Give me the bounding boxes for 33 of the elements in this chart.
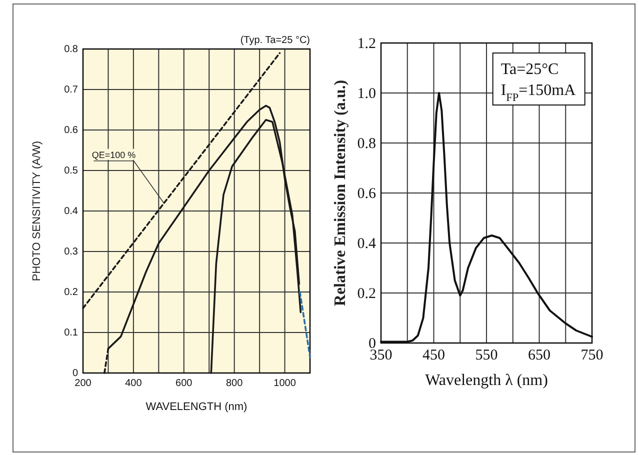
y-tick-label: 0.5	[64, 166, 78, 177]
y-tick-label: 0	[72, 368, 78, 380]
x-tick-label: 450	[422, 348, 445, 364]
y-tick-label: 0.8	[357, 136, 376, 152]
y-tick-label: 0.8	[64, 44, 78, 56]
x-tick-label: 800	[226, 378, 244, 390]
y-tick-label: 1.0	[357, 86, 376, 102]
x-tick-label: 400	[125, 378, 142, 390]
x-axis-title: WAVELENGTH (nm)	[146, 401, 248, 413]
x-tick-label: 1000	[274, 378, 296, 390]
y-tick-label: 0.6	[357, 186, 376, 202]
x-tick-label: 750	[580, 348, 604, 364]
y-tick-label: 0.3	[64, 246, 78, 258]
annotation: QE=100 %	[92, 150, 136, 160]
y-tick-label: 0.7	[64, 84, 78, 96]
y-tick-label: 0.6	[64, 125, 78, 136]
y-tick-label: 0.2	[357, 286, 376, 302]
x-tick-label: 650	[528, 348, 550, 364]
x-tick-label: 350	[370, 348, 392, 364]
y-axis-title: Relative Emission Intensity (a.u.)	[332, 80, 349, 306]
text: (Typ. Ta=25 °C)	[240, 35, 310, 46]
x-tick-label: 600	[176, 378, 193, 390]
annotation: I$_{FP}$=150mA	[500, 82, 576, 104]
x-axis-title: Wavelength λ (nm)	[425, 372, 548, 389]
y-tick-label: 1.2	[357, 36, 376, 52]
y-tick-label: 0.2	[64, 287, 78, 298]
y-tick-label: 0.4	[357, 236, 376, 252]
x-tick-label: 200	[74, 378, 92, 390]
y-axis-title: PHOTO SENSITIVITY (A/W)	[31, 140, 43, 282]
y-tick-label: 0.1	[64, 328, 78, 339]
x-tick-label: 550	[475, 348, 498, 364]
y-tick-label: 0.4	[64, 206, 78, 218]
annotation: Ta=25°C	[500, 61, 559, 78]
